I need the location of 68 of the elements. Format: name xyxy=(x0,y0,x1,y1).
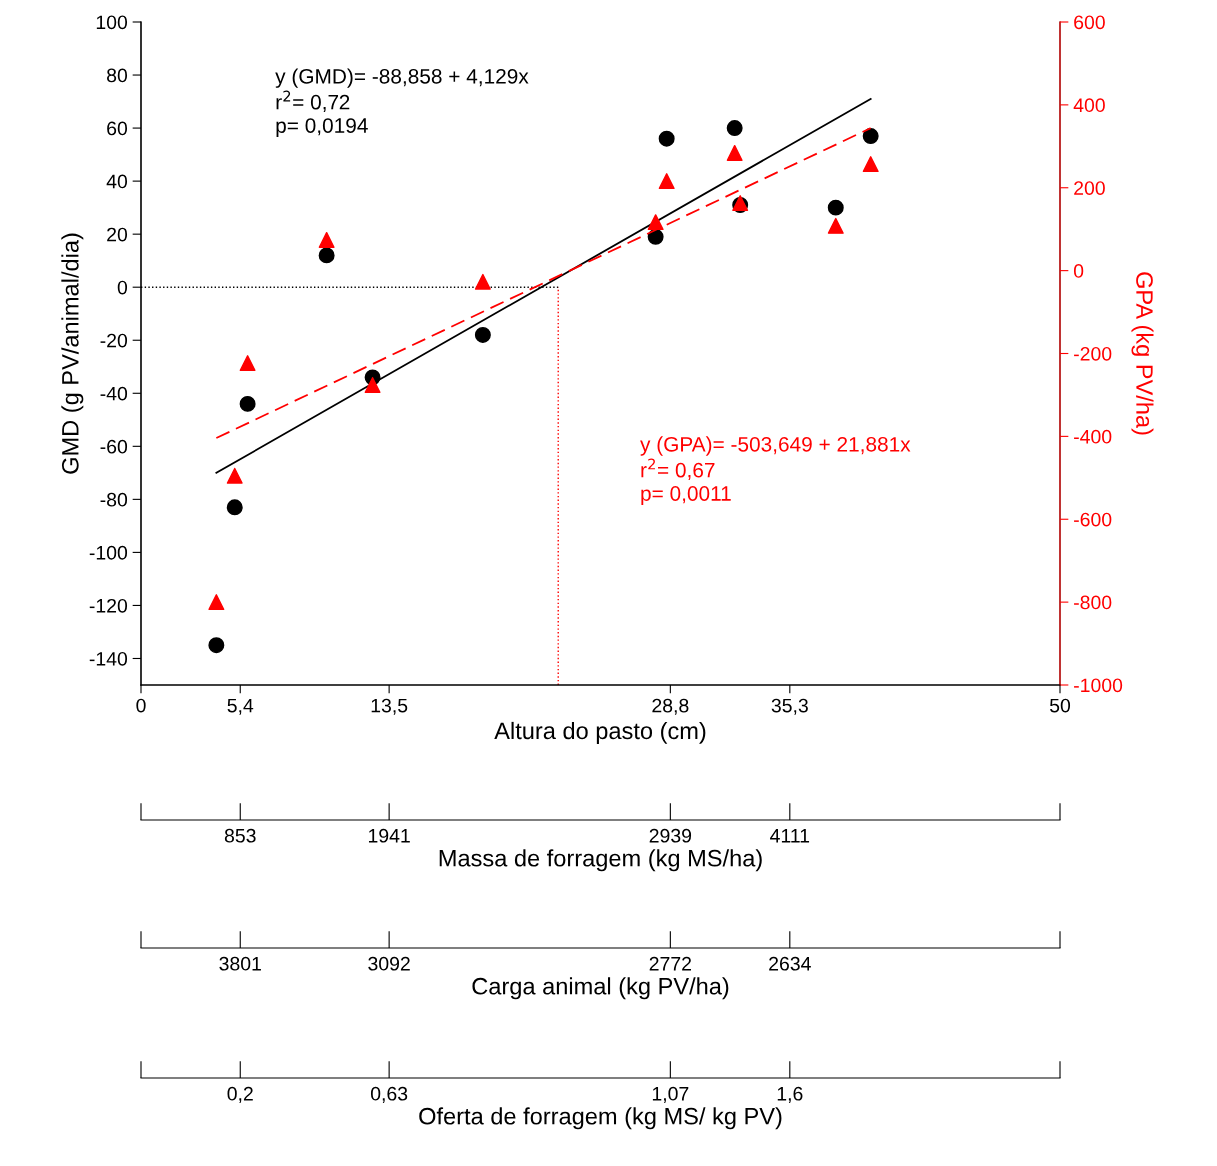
point xyxy=(474,273,491,290)
category-label: 2772 xyxy=(649,956,691,971)
category-label: 1,07 xyxy=(652,1086,689,1103)
y-tick-label: -140 xyxy=(89,651,128,666)
x-tick-label: 13,5 xyxy=(371,698,408,715)
category-label: 3092 xyxy=(368,956,410,971)
x-tick-label: 35,3 xyxy=(771,698,808,715)
point xyxy=(827,217,844,234)
y2-tick-label: -600 xyxy=(1074,512,1112,527)
category-label: 2634 xyxy=(769,956,811,971)
y2-axis-title: GPA (kg PV/ha) xyxy=(1131,272,1154,435)
y-tick-label: 0 xyxy=(117,280,128,295)
y-tick-label: -20 xyxy=(100,333,128,348)
point xyxy=(862,128,879,145)
point xyxy=(647,214,664,231)
point xyxy=(226,467,243,484)
category-label: 4111 xyxy=(770,829,810,843)
y2-tick-label: 0 xyxy=(1073,264,1084,278)
category-label: 2939 xyxy=(649,828,692,843)
annotation: y (GMD)= -88,858 + 4,129x r$^{2}$= 0,72 p= 0,0194 xyxy=(275,68,529,138)
point xyxy=(862,156,879,173)
point xyxy=(239,395,256,412)
y-axis-title: GMD (g PV/animal/dia) xyxy=(61,233,84,474)
y-tick-label: -100 xyxy=(89,545,128,560)
category-label: 1941 xyxy=(368,828,410,843)
point xyxy=(226,499,243,516)
y-tick-label: 20 xyxy=(107,227,128,242)
point xyxy=(208,594,225,611)
y-tick-label: -80 xyxy=(100,492,128,507)
category-label: 853 xyxy=(224,828,256,843)
point xyxy=(208,637,225,654)
y-tick-label: 80 xyxy=(107,68,128,83)
category-label: 0,2 xyxy=(227,1086,253,1103)
x-tick-label: 0 xyxy=(136,698,146,713)
y2-tick-label: 600 xyxy=(1074,15,1105,30)
point xyxy=(318,247,335,264)
point xyxy=(318,231,335,248)
y2-tick-label: -400 xyxy=(1074,429,1112,444)
point xyxy=(474,326,491,343)
x-tick-label: 50 xyxy=(1049,698,1071,713)
y-tick-label: 40 xyxy=(106,174,128,189)
text: Oferta de forragem (kg MS/ kg PV) xyxy=(419,1107,782,1130)
y2-tick-label: 400 xyxy=(1073,98,1105,113)
text: Carga animal (kg PV/ha) xyxy=(472,977,729,1000)
point xyxy=(726,120,743,137)
y2-tick-label: -200 xyxy=(1074,346,1112,361)
y-tick-label: -60 xyxy=(100,439,128,454)
y-tick-label: -40 xyxy=(100,386,128,401)
point xyxy=(827,199,844,216)
point xyxy=(239,355,256,372)
y-tick-label: 60 xyxy=(107,121,128,136)
x-tick-label: 28,8 xyxy=(652,698,689,715)
y2-tick-label: -800 xyxy=(1074,595,1112,610)
x-tick-label: 5,4 xyxy=(227,698,254,715)
point xyxy=(658,130,675,147)
point xyxy=(364,377,381,393)
y-tick-label: -120 xyxy=(89,598,128,613)
point xyxy=(658,173,675,190)
point xyxy=(726,144,743,161)
annotation: y (GPA)= -503,649 + 21,881x r$^{2}$= 0,67 p= 0,0011 xyxy=(640,436,911,505)
category-label: 1,6 xyxy=(777,1086,803,1103)
text: Massa de forragem (kg MS/ha) xyxy=(439,849,762,872)
y2-tick-label: -1000 xyxy=(1074,678,1123,693)
y2-tick-label: 200 xyxy=(1074,181,1105,195)
y-tick-label: 100 xyxy=(96,15,128,30)
x-axis-title: Altura do pasto (cm) xyxy=(494,721,706,744)
category-label: 3801 xyxy=(219,956,261,971)
category-label: 0,63 xyxy=(370,1086,408,1103)
